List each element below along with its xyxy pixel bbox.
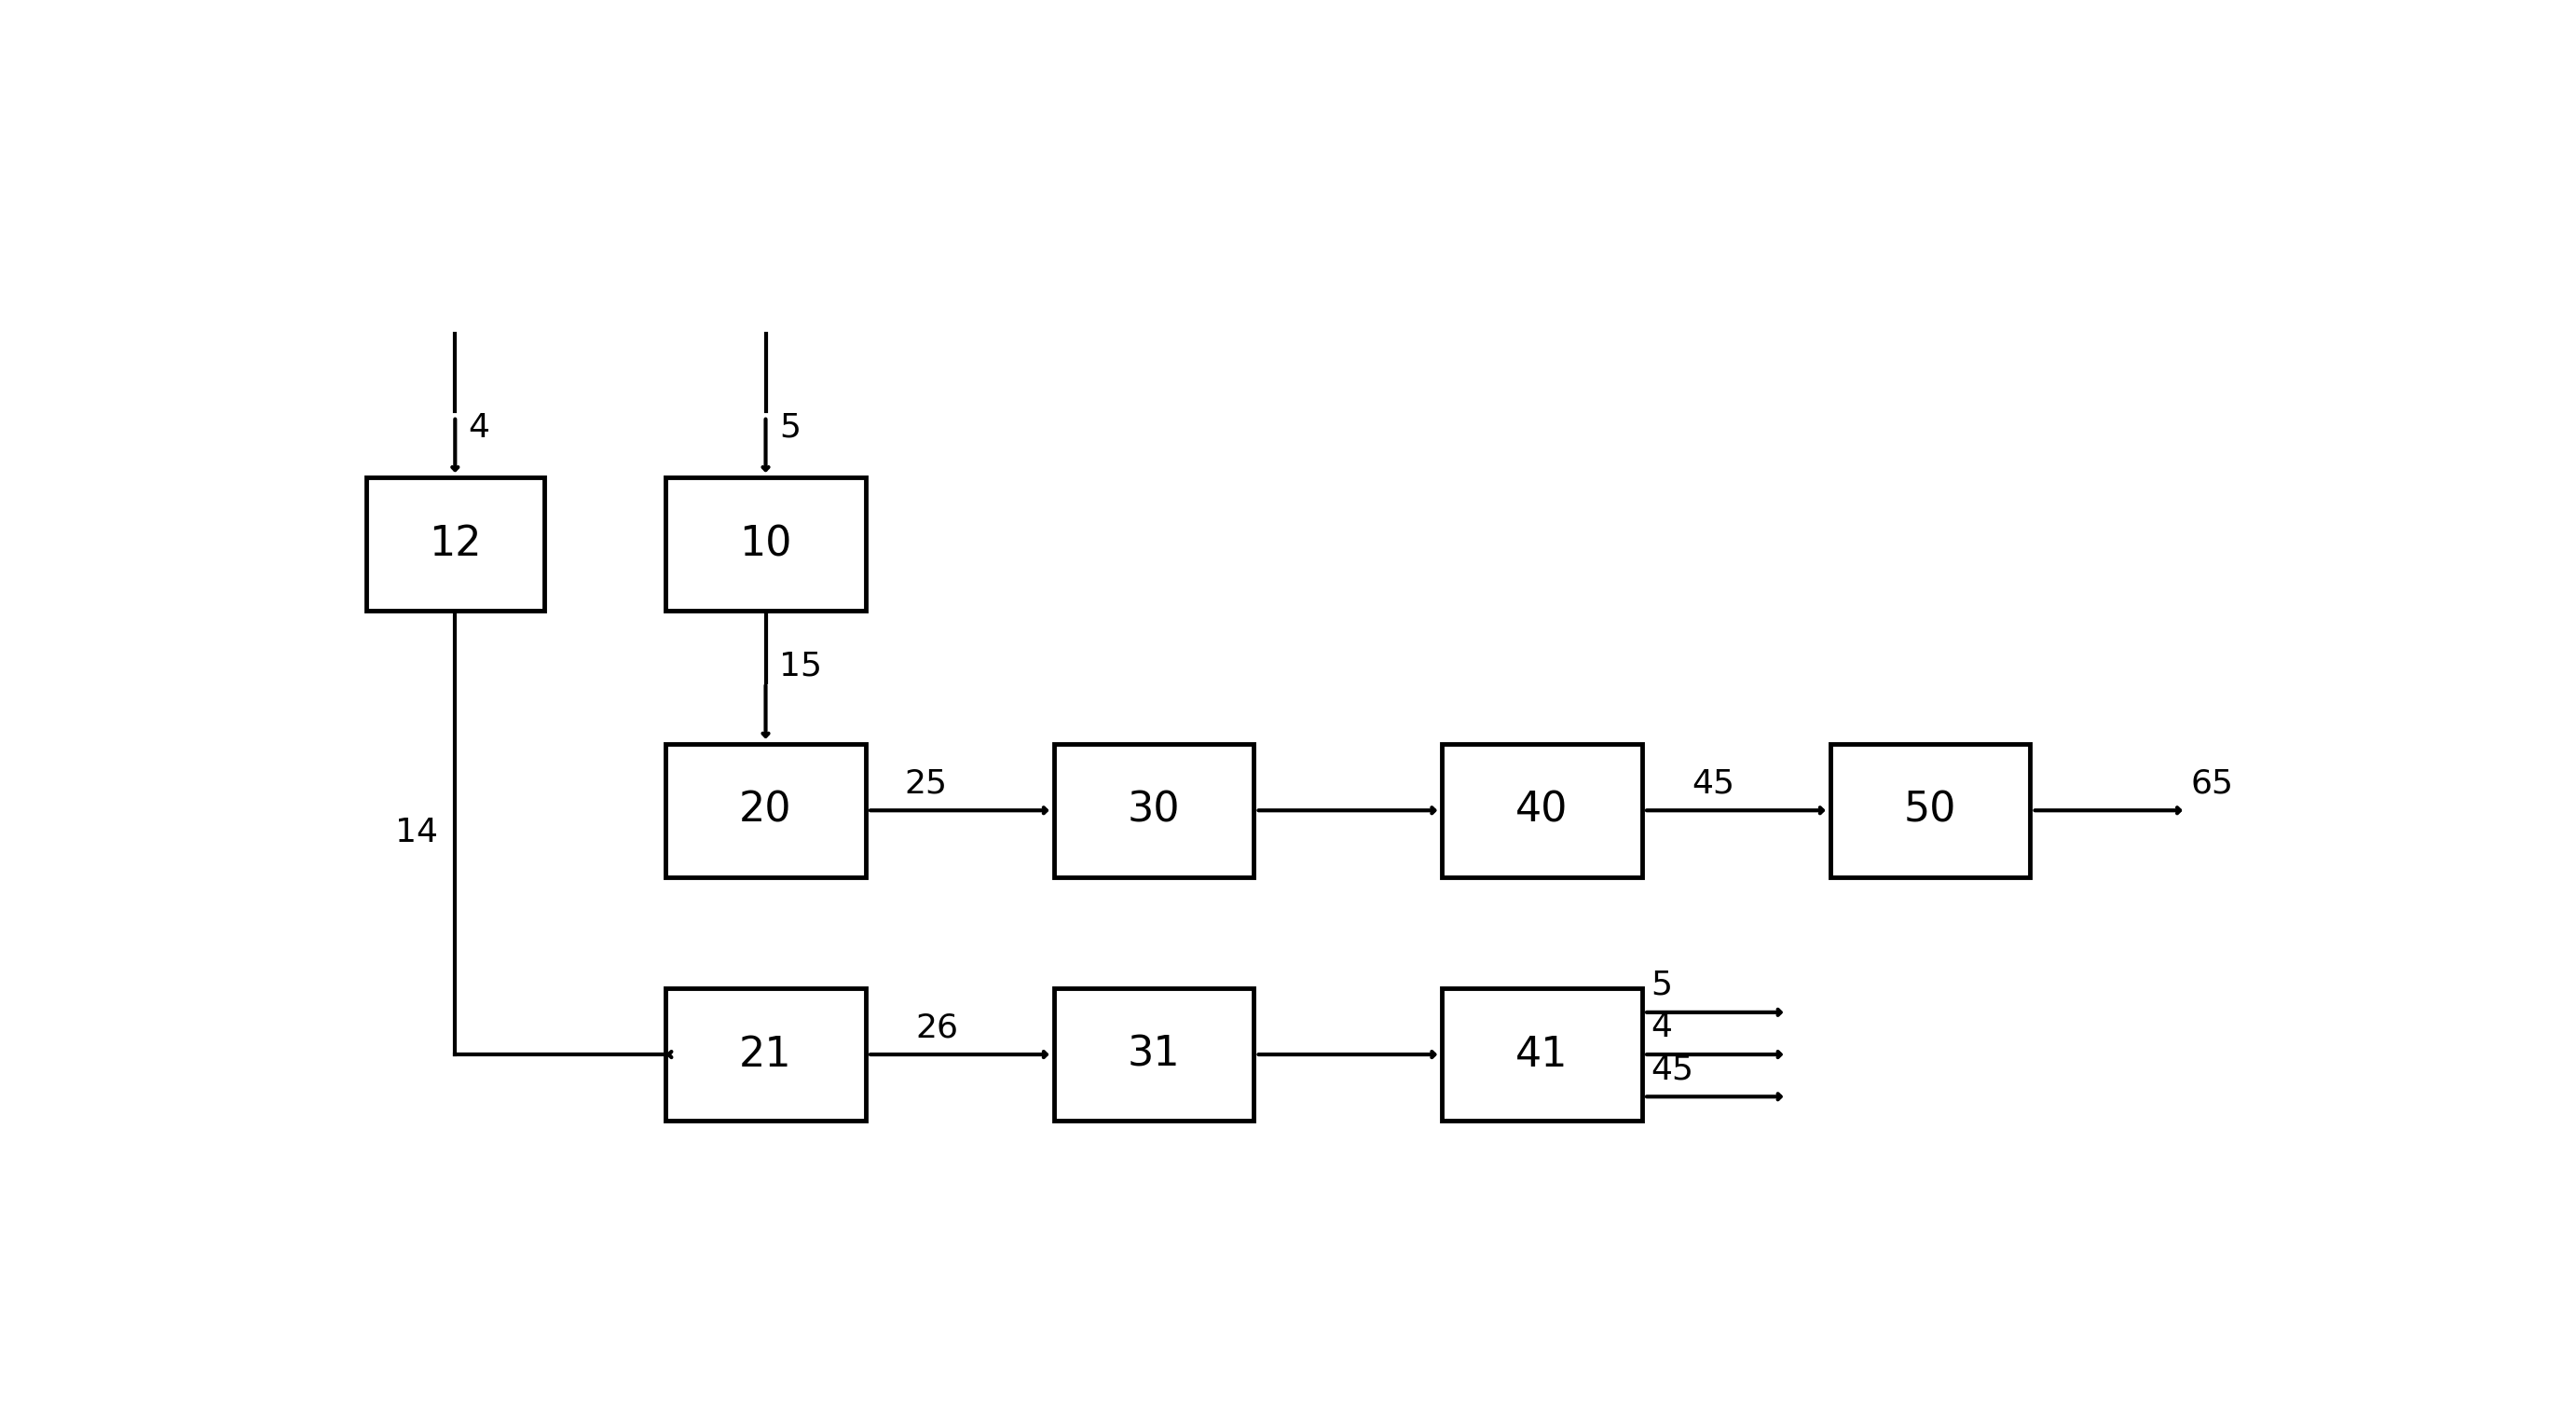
FancyBboxPatch shape xyxy=(665,988,866,1122)
FancyBboxPatch shape xyxy=(1054,744,1255,876)
FancyBboxPatch shape xyxy=(366,478,544,611)
FancyBboxPatch shape xyxy=(1443,744,1641,876)
Text: 41: 41 xyxy=(1515,1035,1569,1075)
Text: 21: 21 xyxy=(739,1035,791,1075)
FancyBboxPatch shape xyxy=(1832,744,2030,876)
Text: 30: 30 xyxy=(1128,790,1180,831)
FancyBboxPatch shape xyxy=(1054,988,1255,1122)
Text: 45: 45 xyxy=(1651,1054,1692,1086)
Text: 40: 40 xyxy=(1515,790,1569,831)
Text: 26: 26 xyxy=(914,1011,958,1044)
Text: 10: 10 xyxy=(739,525,791,564)
FancyBboxPatch shape xyxy=(1443,988,1641,1122)
Text: 25: 25 xyxy=(904,767,948,800)
Text: 5: 5 xyxy=(1651,970,1672,1001)
Text: 15: 15 xyxy=(778,651,822,682)
Text: 5: 5 xyxy=(778,411,801,444)
Text: 4: 4 xyxy=(1651,1011,1672,1044)
FancyBboxPatch shape xyxy=(665,478,866,611)
Text: 45: 45 xyxy=(1692,767,1734,800)
Text: 50: 50 xyxy=(1904,790,1958,831)
Text: 12: 12 xyxy=(428,525,482,564)
Text: 20: 20 xyxy=(739,790,791,831)
Text: 65: 65 xyxy=(2190,767,2233,800)
Text: 4: 4 xyxy=(469,411,489,444)
Text: 31: 31 xyxy=(1128,1035,1180,1075)
FancyBboxPatch shape xyxy=(665,744,866,876)
Text: 14: 14 xyxy=(397,817,438,848)
